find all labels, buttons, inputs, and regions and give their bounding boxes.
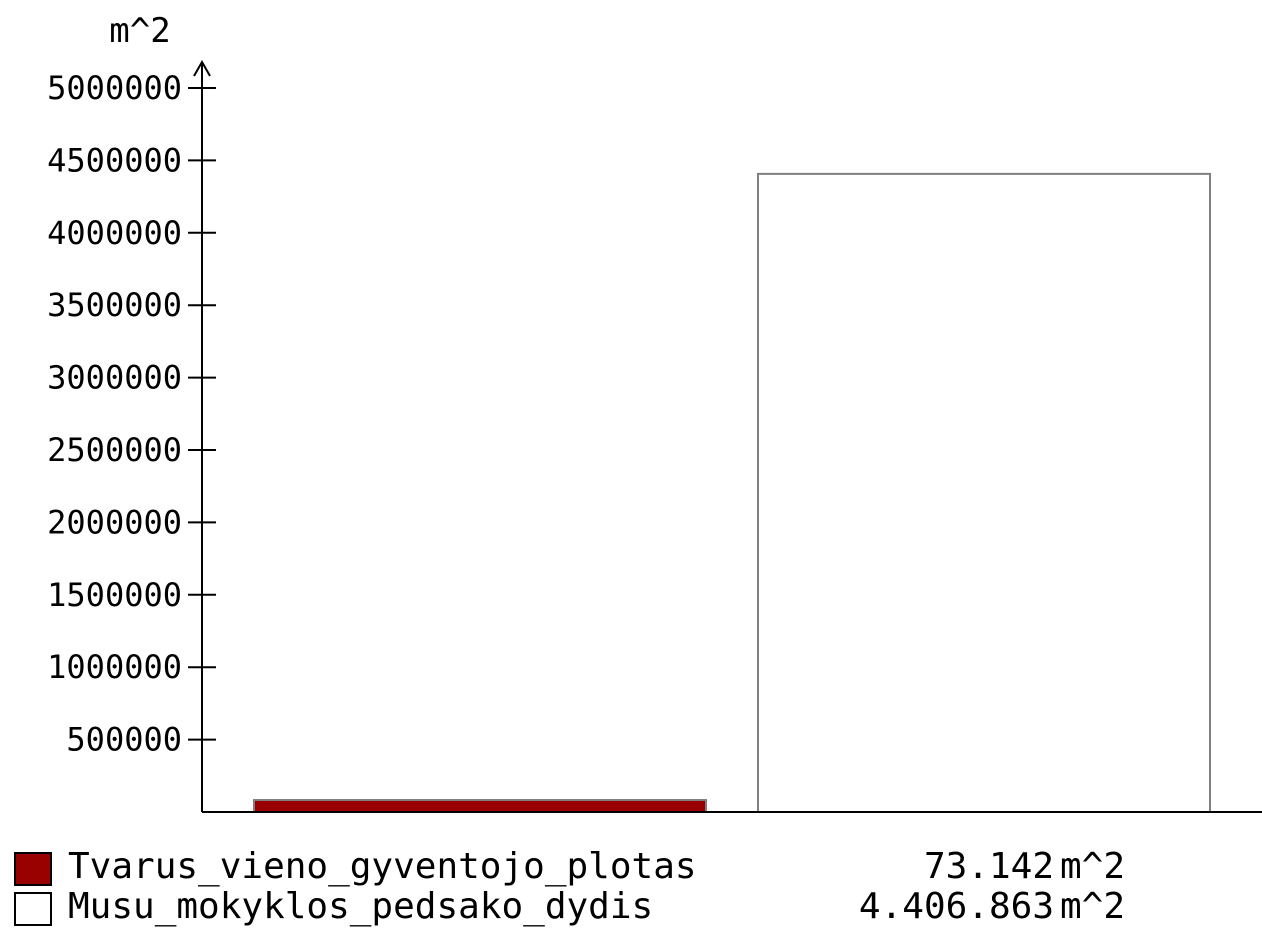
legend-label: Musu_mokyklos_pedsako_dydis [68, 886, 654, 927]
legend-swatch [14, 852, 52, 886]
legend-value: 73.142 [923, 846, 1054, 887]
legend-value: 4.406.863 [858, 886, 1054, 927]
y-tick-label: 1000000 [47, 648, 182, 686]
y-tick-label: 2000000 [47, 503, 182, 541]
legend-item: Tvarus_vieno_gyventojo_plotas 73.142 m^2 [14, 846, 1254, 890]
y-tick-label: 1500000 [47, 576, 182, 614]
legend-label: Tvarus_vieno_gyventojo_plotas [68, 846, 697, 887]
bar-2 [757, 172, 1211, 813]
axes [193, 59, 1262, 813]
y-tick-label: 3500000 [47, 286, 182, 324]
bar-1 [253, 799, 707, 813]
y-tick-label: 500000 [66, 721, 182, 759]
y-tick-label: 5000000 [47, 69, 182, 107]
y-axis-ticks: 500000 1000000 1500000 2000000 2500000 300000… [47, 69, 216, 759]
bar-chart: m^2 500000 1000000 1500000 2000000 2500000 30… [47, 11, 1262, 813]
legend-item: Musu_mokyklos_pedsako_dydis 4.406.863 m^… [14, 886, 1254, 930]
y-tick-label: 2500000 [47, 431, 182, 469]
legend-unit: m^2 [1060, 846, 1126, 887]
y-tick-label: 4500000 [47, 141, 182, 179]
y-tick-label: 3000000 [47, 359, 182, 397]
legend-unit: m^2 [1060, 886, 1126, 927]
y-axis-arrow [193, 59, 211, 77]
legend-swatch [14, 892, 52, 926]
y-axis-label: m^2 [109, 11, 170, 51]
bars [253, 172, 1211, 813]
legend: Tvarus_vieno_gyventojo_plotas 73.142 m^2… [14, 846, 1254, 930]
y-tick-label: 4000000 [47, 214, 182, 252]
